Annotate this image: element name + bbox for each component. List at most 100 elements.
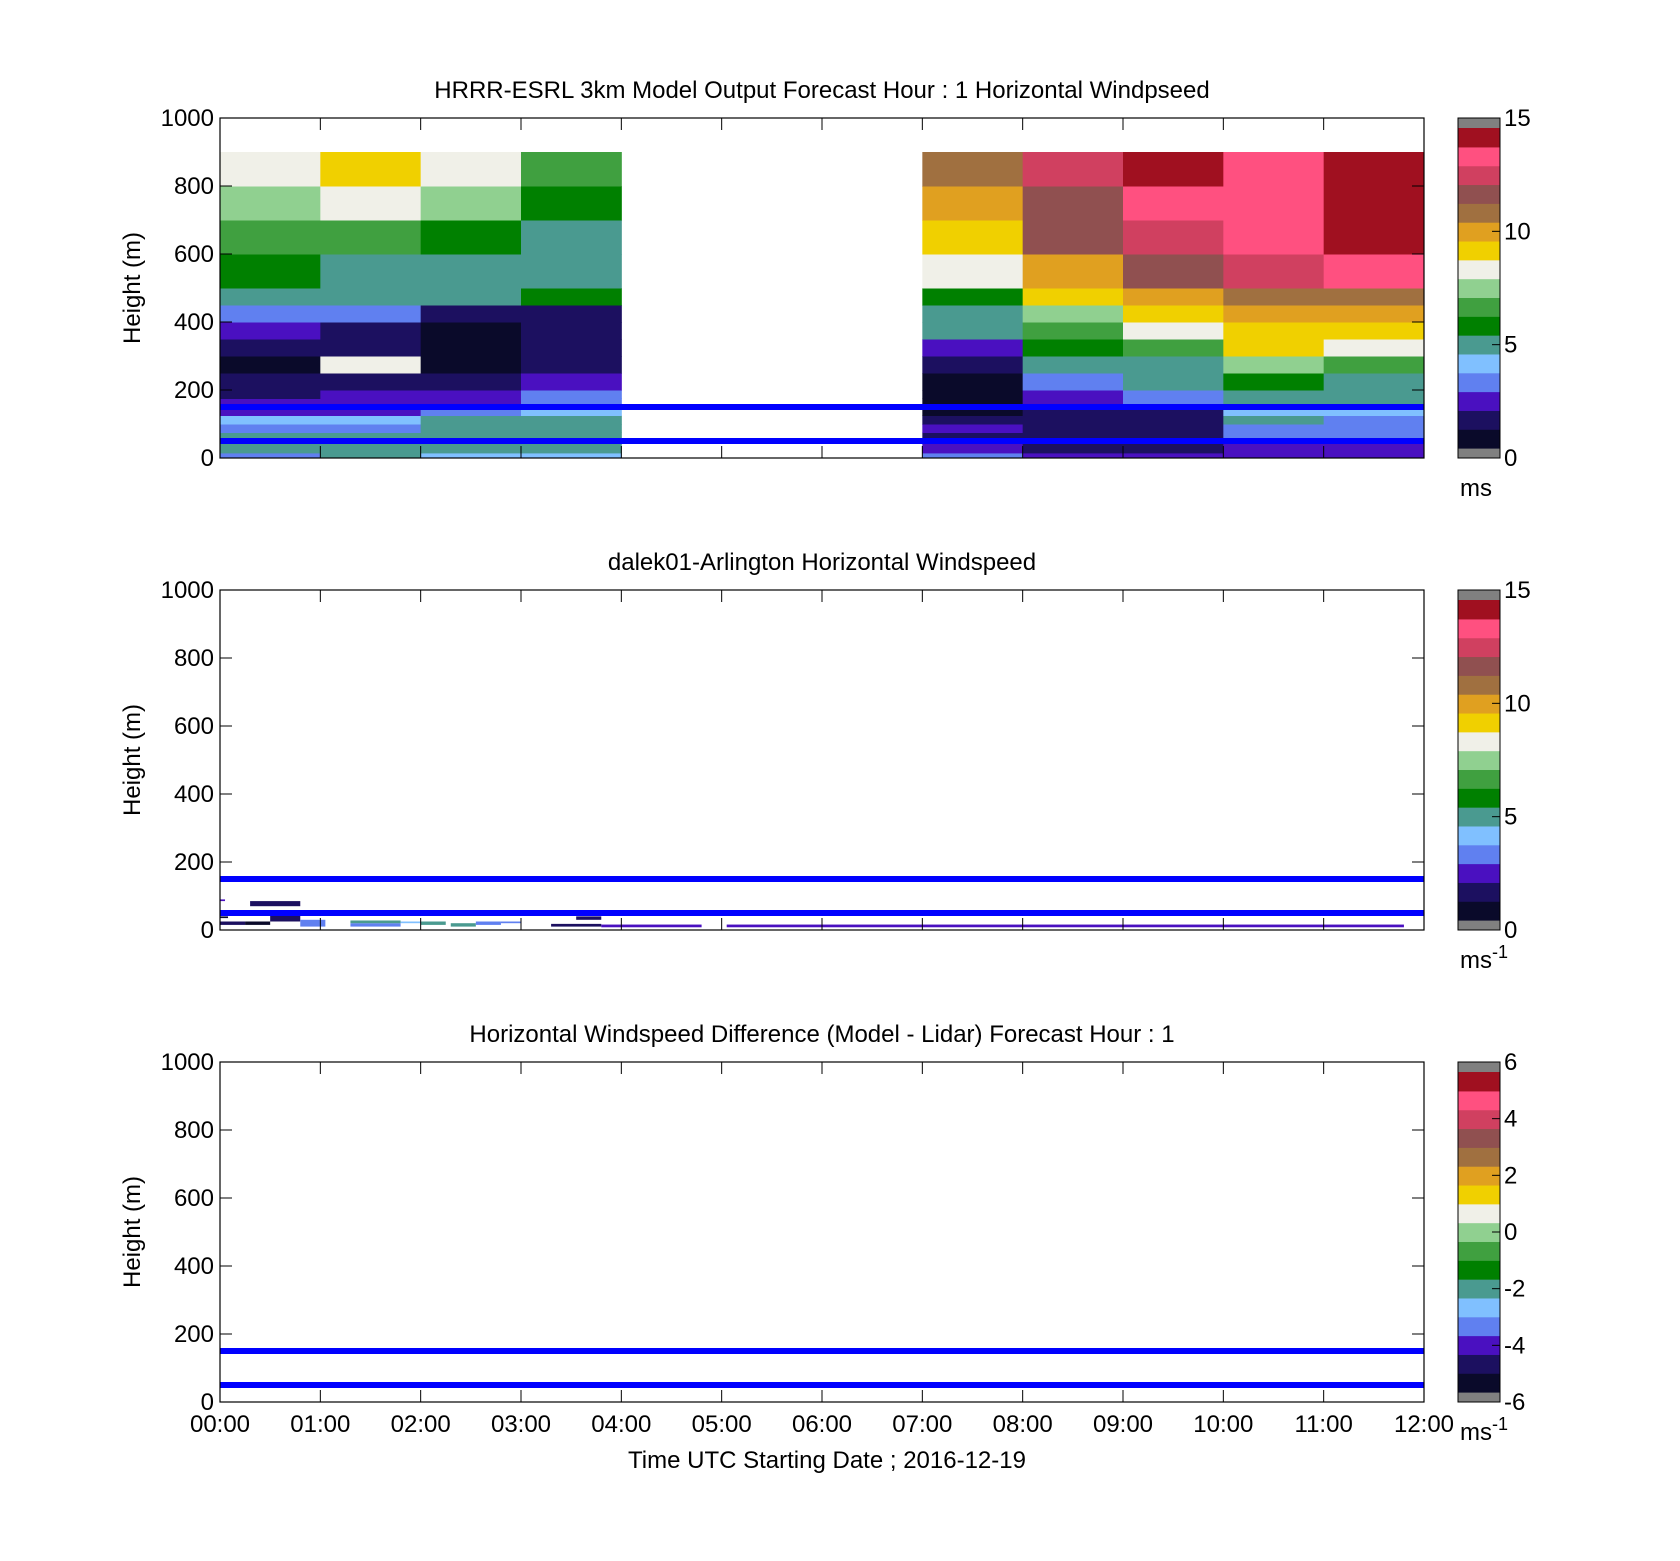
heatmap-cell bbox=[1022, 373, 1124, 391]
heatmap-cell bbox=[1123, 415, 1224, 425]
heatmap-cell bbox=[320, 305, 422, 323]
heatmap-cell bbox=[1223, 186, 1325, 221]
heatmap-cell bbox=[320, 186, 422, 221]
heatmap-cell bbox=[220, 288, 321, 306]
y-tick-label: 1000 bbox=[161, 105, 214, 132]
heatmap-cell bbox=[220, 424, 321, 433]
heatmap-cell bbox=[1123, 305, 1224, 323]
y-tick-label: 600 bbox=[174, 1185, 214, 1212]
heatmap-cell bbox=[922, 186, 1024, 221]
colorbar-tick-label: 10 bbox=[1504, 218, 1531, 245]
heatmap-cell bbox=[1022, 356, 1124, 374]
heatmap-cell bbox=[320, 447, 422, 454]
colorbar-segment bbox=[1458, 1166, 1500, 1186]
colorbar-frame bbox=[1457, 589, 1501, 931]
heatmap-cell bbox=[320, 390, 422, 399]
heatmap-cell bbox=[922, 390, 1024, 399]
heatmap-cell bbox=[1323, 356, 1425, 374]
heatmap-cell bbox=[1223, 424, 1325, 433]
heatmap-cell bbox=[726, 924, 1404, 928]
heatmap-cell bbox=[420, 424, 522, 433]
colorbar-segment bbox=[1458, 901, 1500, 921]
colorbar-tick-label: 4 bbox=[1504, 1106, 1517, 1133]
heatmap-cell bbox=[1223, 432, 1325, 442]
heatmap-cell bbox=[420, 447, 522, 454]
colorbar-segment bbox=[1458, 146, 1500, 167]
heatmap-cell bbox=[1223, 452, 1325, 459]
heatmap-cell bbox=[420, 390, 522, 399]
heatmap-cell bbox=[320, 322, 422, 340]
colorbar-segment bbox=[1458, 1335, 1500, 1355]
colorbar-tick-label: 0 bbox=[1504, 445, 1517, 472]
y-axis-label: Height (m) bbox=[119, 232, 146, 344]
colorbar-segment bbox=[1458, 372, 1500, 393]
heatmap-cell bbox=[1022, 432, 1124, 442]
heatmap-cell bbox=[350, 920, 401, 924]
colorbar-segment bbox=[1458, 788, 1500, 808]
heatmap-cell bbox=[320, 398, 422, 408]
heatmap-cell bbox=[1022, 398, 1124, 408]
heatmap-cell bbox=[1123, 322, 1224, 340]
heatmap-cell bbox=[521, 452, 622, 459]
heatmap-cell bbox=[420, 152, 522, 187]
heatmap-cell bbox=[1123, 432, 1224, 442]
heatmap-cell bbox=[220, 356, 321, 374]
colorbar: 0 5 10 15 ms bbox=[1457, 105, 1531, 502]
heatmap-cell bbox=[922, 305, 1024, 323]
colorbar-unit: ms-1 bbox=[1460, 1414, 1508, 1446]
heatmap-cell bbox=[220, 305, 321, 323]
heatmap-cell bbox=[1323, 390, 1425, 399]
colorbar-segment bbox=[1458, 1147, 1500, 1167]
colorbar-tick-label: -6 bbox=[1504, 1389, 1525, 1416]
heatmap-cell bbox=[350, 923, 401, 927]
heatmap-cell bbox=[220, 322, 321, 340]
heatmap-cell bbox=[1323, 339, 1425, 357]
colorbar-segment bbox=[1458, 391, 1500, 411]
heatmap-cell bbox=[420, 398, 522, 408]
heatmap-cell bbox=[521, 390, 622, 399]
colorbar-over bbox=[1458, 1062, 1500, 1072]
colorbar-segment bbox=[1458, 1316, 1500, 1337]
colorbar-segment bbox=[1458, 1279, 1500, 1299]
colorbar-segment bbox=[1458, 240, 1500, 261]
heatmap-cell bbox=[521, 398, 622, 408]
colorbar-segment bbox=[1458, 656, 1500, 676]
heatmap-cell bbox=[1022, 441, 1124, 449]
heatmap-cell bbox=[1022, 220, 1124, 255]
heatmap-cell bbox=[601, 924, 702, 928]
heatmap-cell bbox=[1223, 373, 1325, 391]
heatmap-cell bbox=[320, 415, 422, 425]
heatmap-cell bbox=[1323, 432, 1425, 442]
panel-title: HRRR-ESRL 3km Model Output Forecast Hour… bbox=[434, 77, 1209, 104]
heatmap-cell bbox=[1022, 152, 1124, 187]
plot-background bbox=[220, 1062, 1424, 1402]
heatmap-cell bbox=[320, 152, 422, 187]
heatmap-cell bbox=[922, 432, 1024, 442]
heatmap-cell bbox=[521, 424, 622, 433]
heatmap-cell bbox=[922, 356, 1024, 374]
heatmap-cell bbox=[521, 373, 622, 391]
heatmap-cell bbox=[270, 914, 301, 922]
y-tick-label: 800 bbox=[174, 645, 214, 672]
panel-2: 0 200 400 600 800 1000 dalek01-Arlington Horiz… bbox=[119, 549, 1531, 974]
heatmap-cell bbox=[420, 339, 522, 357]
heatmap-cell bbox=[320, 254, 422, 289]
colorbar-segment bbox=[1458, 1203, 1500, 1224]
x-tick-label: 11:00 bbox=[1295, 1411, 1353, 1438]
heatmap-cell bbox=[320, 373, 422, 391]
heatmap-cell bbox=[922, 452, 1024, 459]
colorbar-tick-label: 0 bbox=[1504, 1219, 1517, 1246]
y-tick-label: 1000 bbox=[161, 577, 214, 604]
heatmap-cell bbox=[1323, 186, 1425, 221]
colorbar-over bbox=[1458, 118, 1500, 128]
heatmap-cell bbox=[1323, 452, 1425, 459]
heatmap-cell bbox=[922, 220, 1024, 255]
heatmap-cell bbox=[1323, 441, 1425, 449]
x-axis-label: Time UTC Starting Date ; 2016-12-19 bbox=[628, 1447, 1026, 1474]
colorbar-segment bbox=[1458, 637, 1500, 658]
heatmap-cell bbox=[1123, 407, 1224, 416]
heatmap-cell bbox=[300, 919, 326, 927]
heatmap-cell bbox=[1123, 339, 1224, 357]
colorbar: 0 5 10 15 ms-1 bbox=[1457, 577, 1531, 974]
